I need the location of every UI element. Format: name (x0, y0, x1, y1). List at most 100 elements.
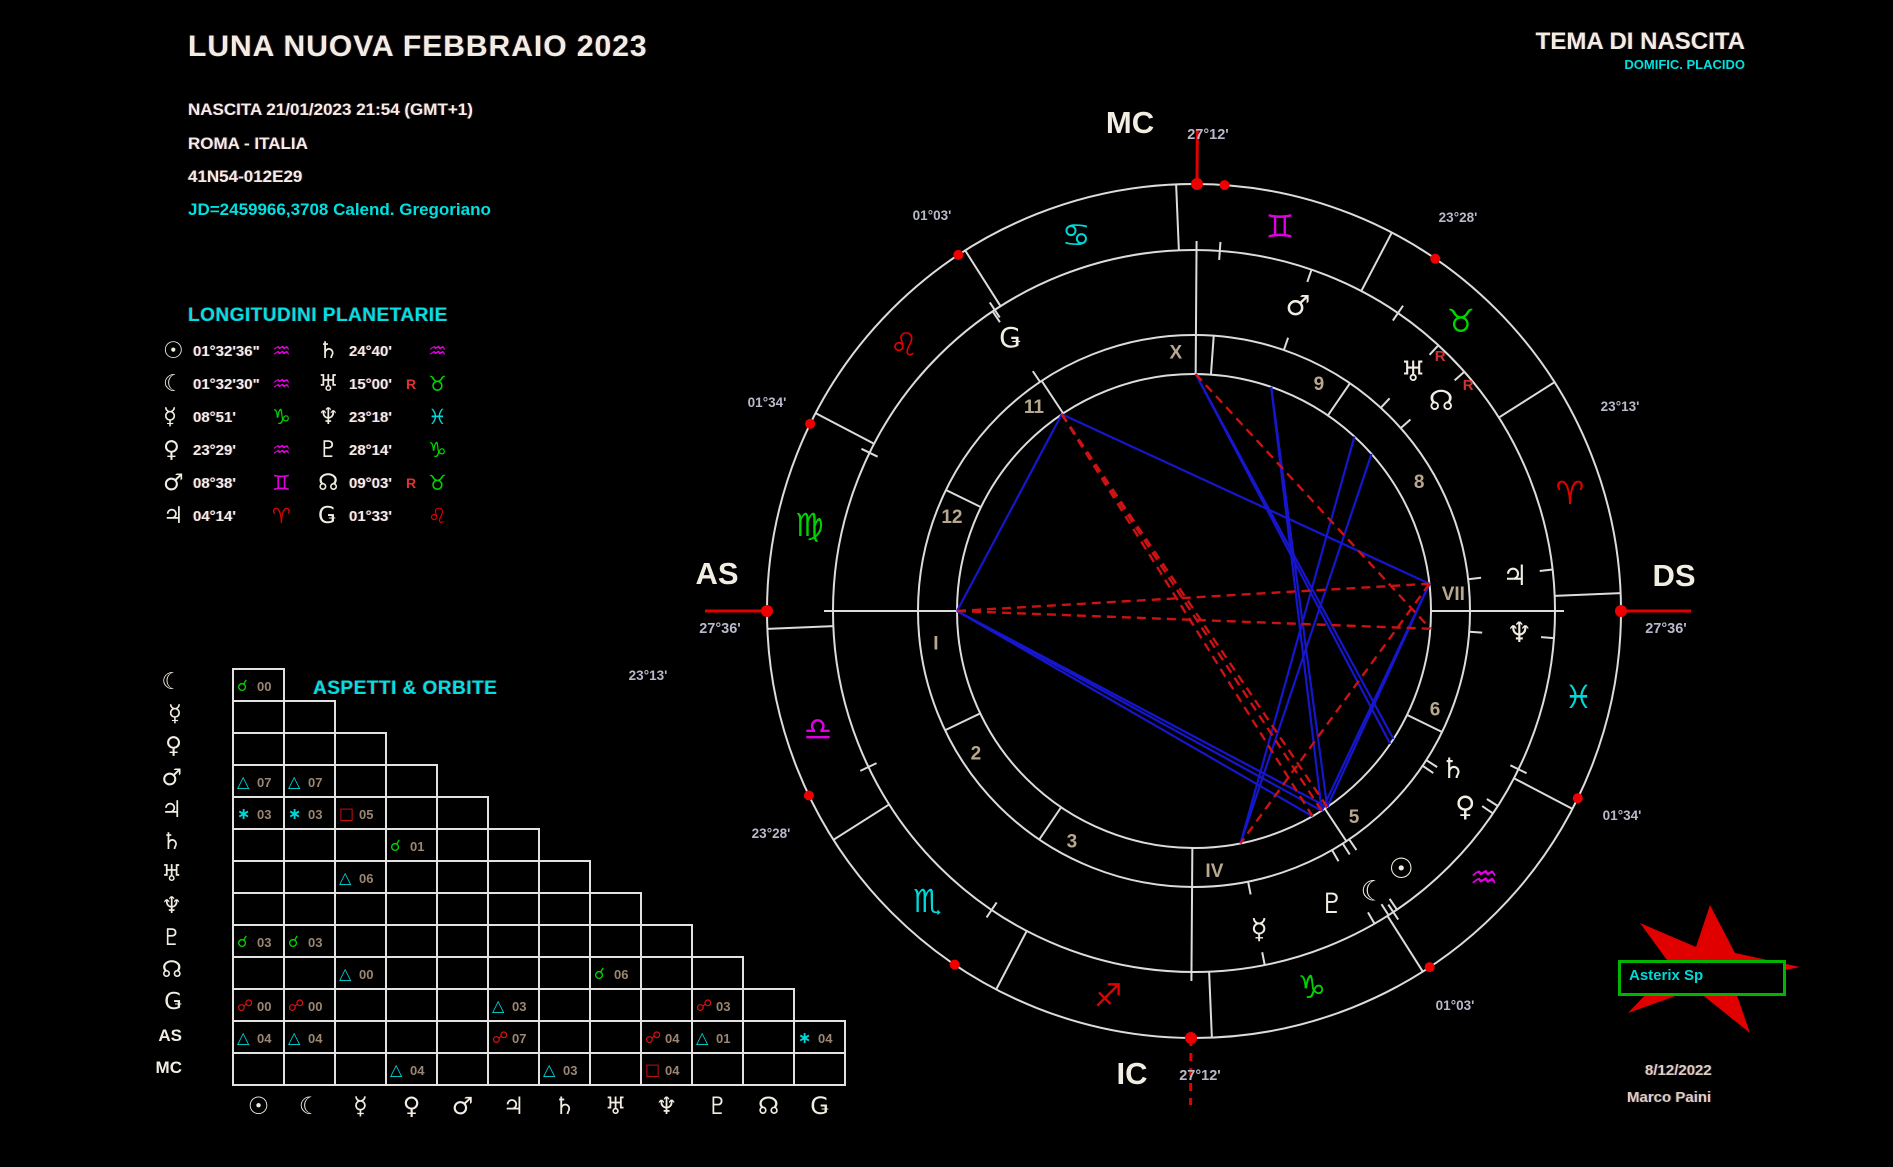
aspect-col-label: ♃ (502, 1092, 525, 1120)
aspect-cell: △ 04 (385, 1052, 438, 1086)
aspect-row-label-♃: ♃ (161, 797, 182, 823)
aspect-cell: ☌ 00 (232, 668, 285, 702)
planet-tick (1421, 764, 1434, 774)
cusp-degree-label: 23°13' (629, 668, 668, 683)
aspect-cell: ☍ 00 (283, 988, 336, 1022)
square-icon: □ (645, 1060, 661, 1079)
zodiac-gemini-icon: ♊ (1266, 207, 1295, 245)
zodiac-virgo-icon: ♍ (795, 506, 824, 544)
logo-box: Asterix Sp (1618, 960, 1786, 996)
trine-icon: △ (237, 1028, 250, 1047)
aspect-line-mc-saturn (1194, 373, 1395, 740)
house-cusp-tick (985, 901, 998, 918)
planet-tick (1348, 838, 1358, 851)
aspect-row-label-♅: ♅ (161, 861, 182, 887)
conjunction-icon: ☌ (237, 932, 248, 951)
aspect-cell: △ 06 (334, 860, 387, 894)
aspect-cell (436, 924, 489, 958)
mc-dot (1190, 178, 1203, 191)
trine-icon: △ (390, 1060, 403, 1079)
aspect-line-as-lilith (956, 413, 1063, 612)
conjunction-icon: ☌ (594, 964, 605, 983)
house-cusp-tick (1509, 764, 1527, 775)
credit-date: 8/12/2022 (1645, 1062, 1712, 1079)
zodiac-pisces-icon: ♓ (1564, 678, 1593, 716)
aspect-cell (538, 956, 591, 990)
aspect-cell: △ 00 (334, 956, 387, 990)
aspect-cell: ☍ 00 (232, 988, 285, 1022)
saturn-longitude: 24°40' (349, 343, 392, 360)
aspect-cell: ☌ 03 (283, 924, 336, 958)
trine-icon: △ (339, 868, 352, 887)
planet-tick (991, 310, 1001, 323)
sextile-icon: ∗ (237, 804, 251, 823)
aspect-cell (793, 1052, 846, 1086)
house-number-3: 3 (1067, 832, 1078, 853)
aspect-col-label: ☊ (757, 1092, 780, 1120)
sign-divider (1175, 184, 1180, 251)
birth-coordinates: 41N54-012E29 (188, 167, 303, 186)
aspect-cell (232, 860, 285, 894)
cusp-dot (805, 418, 816, 429)
aspect-line-mars-moon (1270, 386, 1323, 811)
aspect-cell: ∗ 04 (793, 1020, 846, 1054)
conjunction-icon: ☌ (288, 932, 299, 951)
cusp-dot (803, 790, 814, 801)
house-cusp-line (1209, 335, 1215, 375)
wheel-circle (917, 334, 1471, 888)
aspect-cell (283, 956, 336, 990)
house-cusp-tick (1218, 241, 1222, 260)
aspect-cell (589, 1052, 642, 1086)
planet-tick (1380, 397, 1391, 409)
aspect-cell: ☍ 07 (487, 1020, 540, 1054)
aspect-cell (487, 892, 540, 926)
aspect-cell (232, 1052, 285, 1086)
trine-icon: △ (288, 1028, 301, 1047)
longitude-row: ♃ 04°14' ♈ Ǥ 01°33' ♌ (160, 501, 640, 534)
planet-tick (1453, 371, 1466, 382)
zodiac-capricorn-icon: ♑ (1297, 968, 1326, 1006)
aspect-orb: 07 (512, 1031, 527, 1046)
aspect-cell (385, 1020, 438, 1054)
aspect-cell: ∗ 03 (283, 796, 336, 830)
aspect-cell (334, 924, 387, 958)
zodiac-sagittarius-icon: ♐ (1094, 977, 1123, 1015)
cusp-degree-label: 01°34' (1603, 808, 1642, 823)
trine-icon: △ (237, 772, 250, 791)
as-degree-label: 27°36' (699, 621, 741, 637)
mercury-longitude: 08°51' (193, 409, 236, 426)
cusp-dot (949, 959, 960, 970)
wheel-sun-icon: ☉ (1389, 852, 1414, 885)
longitude-row: ☉ 01°32'36" ♒ ♄ 24°40' ♒ (160, 336, 640, 369)
neptune-icon: ♆ (318, 404, 339, 430)
aspect-cell (436, 956, 489, 990)
opposition-icon: ☍ (288, 996, 305, 1015)
house-cusp-tick (859, 762, 877, 772)
moon-sign-icon: ♒ (272, 372, 291, 396)
venus-icon: ♀ (163, 437, 180, 463)
wheel-saturn-icon: ♄ (1441, 752, 1466, 785)
birth-datetime: NASCITA 21/01/2023 21:54 (GMT+1) (188, 100, 473, 119)
cusp-degree-label: 01°03' (1436, 998, 1475, 1013)
aspect-orb: 01 (716, 1031, 731, 1046)
trine-icon: △ (696, 1028, 709, 1047)
mars-longitude: 08°38' (193, 475, 236, 492)
square-icon: □ (339, 804, 355, 823)
house-cusp-line (944, 712, 981, 732)
aspect-cell (385, 924, 438, 958)
logo-label: Asterix Sp (1629, 967, 1704, 984)
domification-label: DOMIFIC. PLACIDO (1624, 57, 1745, 72)
uranus-sign-icon: ♉ (428, 372, 447, 396)
aspect-orb: 03 (308, 807, 323, 822)
house-number-X: X (1170, 343, 1183, 364)
aspect-cell (232, 828, 285, 862)
aspect-orb: 00 (359, 967, 374, 982)
aspect-cell (334, 1052, 387, 1086)
aspect-row-label-♂: ♂ (161, 765, 182, 791)
sign-divider (995, 930, 1028, 990)
aspect-row-label-Ǥ: Ǥ (164, 989, 182, 1015)
pluto-longitude: 28°14' (349, 442, 392, 459)
aspect-row-label-AS: AS (158, 1026, 182, 1045)
zodiac-aries-icon: ♈ (1556, 474, 1585, 512)
planet-tick (1282, 337, 1290, 351)
